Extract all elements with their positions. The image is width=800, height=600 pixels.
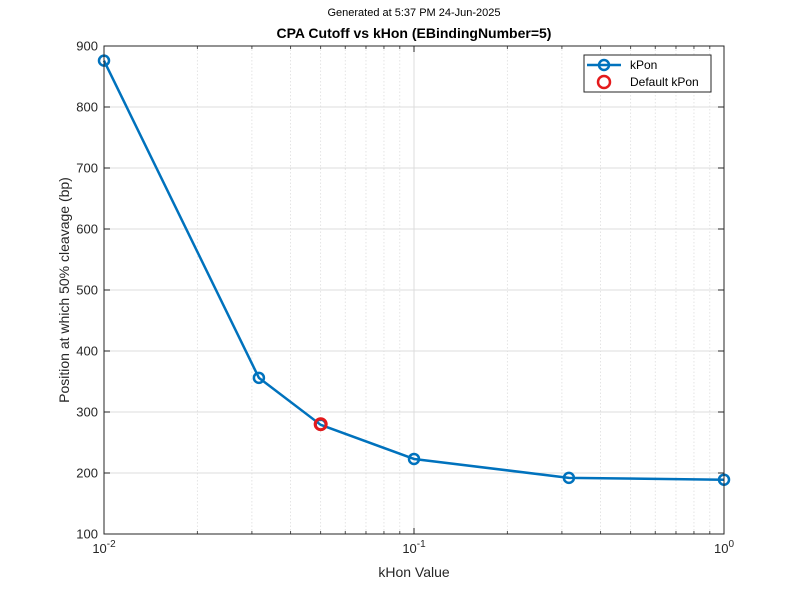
x-tick-label: 10-1 [402, 539, 426, 556]
legend-marker-default-kpon [596, 74, 612, 90]
legend-label-default-kpon: Default kPon [630, 75, 699, 89]
series-line-0 [102, 60, 725, 481]
y-axis-label: Position at which 50% cleavage (bp) [56, 177, 72, 403]
y-tick-label: 300 [76, 405, 98, 420]
x-tick-label: 100 [714, 539, 734, 556]
x-tick-label: 10-2 [92, 539, 116, 556]
series-0-point-4 [562, 471, 576, 485]
legend-label-kpon: kPon [630, 58, 657, 72]
series-0-point-3 [407, 452, 421, 466]
series-layer [97, 54, 731, 486]
y-tick-label: 500 [76, 283, 98, 298]
x-axis-label: kHon Value [378, 564, 450, 580]
legend-marker-kpon [597, 58, 611, 72]
series-0-point-1 [252, 371, 266, 385]
y-tick-label: 200 [76, 466, 98, 481]
ticks-layer: 100 200 300 400 500 600 700 800 900 10-2 10-1 100 [76, 39, 734, 557]
chart-subtitle: Generated at 5:37 PM 24-Jun-2025 [327, 7, 500, 19]
y-tick-label: 100 [76, 527, 98, 542]
series-1-point-0 [313, 417, 328, 432]
y-tick-label: 400 [76, 344, 98, 359]
y-tick-label: 600 [76, 222, 98, 237]
y-tick-label: 900 [76, 39, 98, 54]
chart-title: CPA Cutoff vs kHon (EBindingNumber=5) [277, 25, 552, 41]
legend: kPon Default kPon [583, 54, 712, 93]
y-tick-label: 800 [76, 100, 98, 115]
grid-layer [103, 45, 725, 535]
y-tick-label: 700 [76, 161, 98, 176]
